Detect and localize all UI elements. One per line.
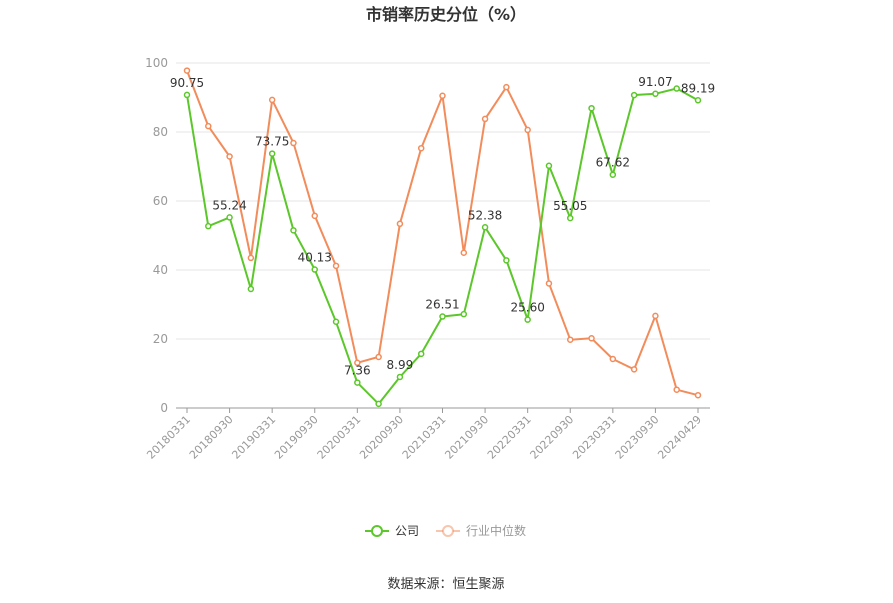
data-point[interactable]	[503, 257, 510, 264]
legend-item-industry[interactable]: 行业中位数	[436, 523, 526, 538]
data-label: 7.36	[344, 364, 371, 378]
data-point[interactable]	[673, 85, 680, 92]
data-point[interactable]	[247, 285, 255, 293]
data-label: 91.07	[638, 75, 672, 89]
data-label: 40.13	[298, 251, 332, 265]
data-point[interactable]	[609, 171, 617, 178]
data-point[interactable]	[439, 313, 446, 320]
data-label: 52.38	[468, 208, 502, 222]
legend-industry-marker	[442, 525, 454, 537]
x-tick-label: 20220930	[528, 413, 577, 462]
data-point[interactable]	[588, 335, 595, 342]
data-point[interactable]	[354, 359, 361, 367]
data-point[interactable]	[652, 312, 659, 320]
data-point[interactable]	[524, 316, 531, 323]
axes: 0 20 40 60 80 100 2018033120180930201903312019…	[144, 56, 710, 462]
data-label: 90.75	[170, 76, 204, 90]
data-label: 89.19	[681, 81, 715, 95]
legend-company-marker	[371, 525, 383, 537]
data-point[interactable]	[375, 400, 382, 408]
data-point[interactable]	[567, 214, 574, 222]
data-point[interactable]	[396, 373, 404, 381]
data-point[interactable]	[417, 144, 425, 152]
x-tick-label: 20230930	[613, 413, 662, 462]
y-tick-label: 100	[145, 56, 168, 70]
data-point[interactable]	[375, 353, 382, 361]
data-point[interactable]	[694, 391, 702, 399]
data-point[interactable]	[460, 310, 468, 318]
x-tick-label: 20180930	[187, 413, 236, 462]
data-point[interactable]	[439, 92, 446, 100]
x-tick-label: 20210331	[400, 413, 449, 462]
series-company	[183, 85, 702, 408]
data-point[interactable]	[503, 83, 510, 91]
data-point[interactable]	[545, 162, 553, 170]
data-point[interactable]	[673, 386, 680, 393]
legend: 公司 行业中位数	[365, 523, 526, 538]
data-point[interactable]	[652, 90, 659, 98]
data-point[interactable]	[183, 67, 191, 74]
data-label: 25.60	[510, 301, 544, 315]
data-point[interactable]	[524, 126, 531, 134]
data-label: 67.62	[596, 156, 630, 170]
data-label: 8.99	[387, 358, 414, 372]
y-tick-label: 60	[153, 194, 168, 208]
x-tick-label: 20240429	[655, 413, 704, 462]
series-industry-median	[183, 67, 702, 399]
x-tick-label: 20190331	[229, 413, 278, 462]
data-source: 数据来源：恒生聚源	[387, 577, 504, 592]
y-tick-label: 20	[153, 332, 168, 346]
x-tick-label: 20200331	[315, 413, 364, 462]
series-layer	[183, 67, 702, 408]
legend-industry-label: 行业中位数	[466, 523, 526, 538]
data-point[interactable]	[290, 139, 297, 147]
data-point[interactable]	[630, 366, 638, 373]
data-point[interactable]	[311, 212, 318, 220]
x-tick-label: 20210930	[442, 413, 491, 462]
data-point[interactable]	[481, 115, 489, 123]
data-label: 55.05	[553, 199, 587, 213]
data-point[interactable]	[567, 336, 574, 343]
data-point[interactable]	[588, 104, 595, 112]
data-point[interactable]	[332, 318, 340, 325]
x-tick-label: 20230331	[570, 413, 619, 462]
data-point[interactable]	[311, 266, 318, 273]
y-tick-label: 80	[153, 125, 168, 139]
x-tick-label: 20190930	[272, 413, 321, 462]
data-point[interactable]	[226, 153, 233, 160]
data-point[interactable]	[417, 350, 425, 358]
data-point[interactable]	[290, 227, 297, 234]
data-point[interactable]	[247, 254, 255, 262]
y-tick-label: 40	[153, 263, 168, 277]
data-point[interactable]	[226, 214, 233, 221]
data-point[interactable]	[460, 249, 468, 256]
data-point[interactable]	[545, 280, 553, 287]
data-point[interactable]	[332, 262, 340, 270]
legend-item-company[interactable]: 公司	[365, 524, 419, 538]
data-label: 73.75	[255, 135, 289, 149]
data-label: 26.51	[425, 298, 459, 312]
legend-company-label: 公司	[395, 524, 419, 538]
data-point[interactable]	[354, 379, 361, 386]
data-labels: 90.75 55.24 73.75 40.13 7.36 8.99 26.51 52.38 25…	[170, 75, 715, 378]
data-point[interactable]	[268, 96, 276, 104]
data-point[interactable]	[205, 122, 212, 130]
data-label: 55.24	[212, 198, 246, 212]
data-point[interactable]	[268, 150, 276, 157]
data-point[interactable]	[481, 224, 489, 231]
x-tick-label: 20200930	[357, 413, 406, 462]
chart-title: 市销率历史分位（%）	[366, 5, 526, 24]
data-point[interactable]	[694, 97, 702, 104]
series-line	[186, 70, 699, 397]
data-point[interactable]	[609, 355, 617, 363]
x-tick-label: 20180331	[144, 413, 193, 462]
data-point[interactable]	[630, 91, 638, 99]
x-tick-label: 20220331	[485, 413, 534, 462]
data-point[interactable]	[205, 222, 212, 230]
y-tick-label: 0	[160, 401, 168, 415]
data-point[interactable]	[396, 220, 404, 228]
data-point[interactable]	[183, 91, 191, 99]
